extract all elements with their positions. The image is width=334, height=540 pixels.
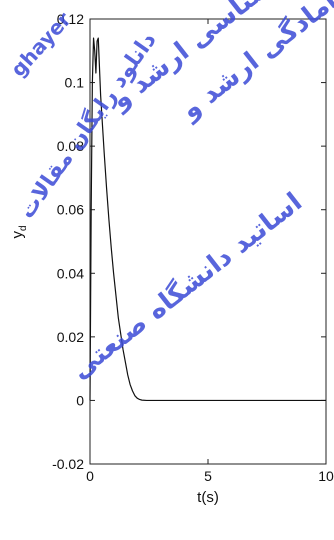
y-axis-label-subscript: d	[18, 225, 29, 231]
x-tick-label: 0	[86, 468, 94, 484]
y-axis-ticks: -0.02 0 0.02 0.04 0.06 0.08 0.1 0.12	[52, 11, 326, 472]
y-tick-label: 0.06	[57, 202, 84, 218]
y-tick-label: 0.08	[57, 138, 84, 154]
x-tick-label: 5	[204, 468, 212, 484]
y-tick-label: 0.1	[65, 75, 85, 91]
y-tick-label: -0.02	[52, 456, 84, 472]
y-tick-label: 0	[76, 392, 84, 408]
x-axis-label: t(s)	[197, 489, 219, 506]
series-layer	[89, 37, 326, 402]
watermark-latin: ghayer	[6, 7, 76, 81]
y-tick-label: 0.02	[57, 329, 84, 345]
series-line-0	[89, 37, 326, 402]
y-tick-label: 0.12	[57, 11, 84, 27]
y-axis-label: yd	[9, 225, 29, 238]
y-tick-label: 0.04	[57, 265, 84, 281]
y-axis-label-main: y	[9, 231, 26, 239]
plot-area	[89, 18, 327, 465]
x-axis-ticks: 0 5 10	[86, 19, 334, 484]
x-tick-label: 10	[318, 468, 334, 484]
